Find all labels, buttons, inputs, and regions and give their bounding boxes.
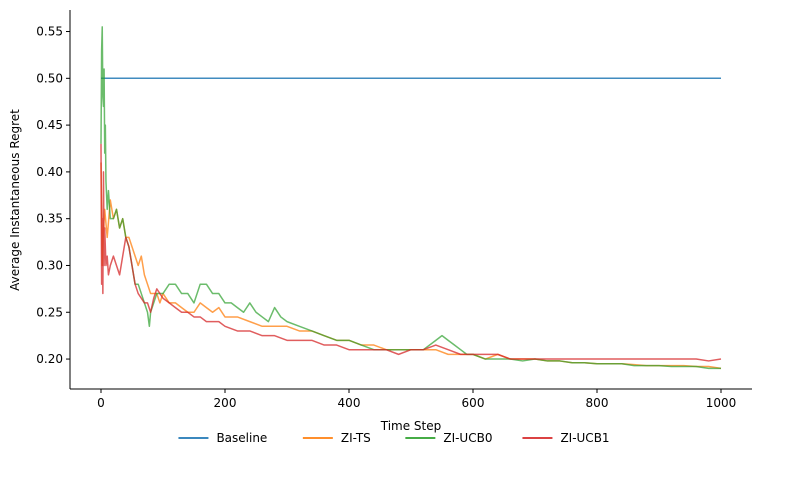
legend-label: ZI-UCB0	[443, 431, 492, 445]
y-tick-label: 0.40	[36, 165, 63, 179]
x-tick-label: 200	[214, 396, 237, 410]
y-tick-label: 0.25	[36, 305, 63, 319]
x-tick-label: 1000	[706, 396, 737, 410]
legend-label: ZI-UCB1	[560, 431, 609, 445]
x-tick-label: 400	[338, 396, 361, 410]
x-tick-label: 0	[97, 396, 105, 410]
x-tick-label: 600	[462, 396, 485, 410]
y-axis-label: Average Instantaneous Regret	[8, 109, 22, 291]
legend-label: ZI-TS	[341, 431, 371, 445]
series-line-zi-ts	[100, 162, 722, 370]
y-tick-label: 0.45	[36, 118, 63, 132]
legend-label: Baseline	[216, 431, 267, 445]
y-tick-label: 0.20	[36, 352, 63, 366]
y-tick-label: 0.35	[36, 212, 63, 226]
series-line-zi-ucb1	[100, 143, 722, 362]
series-line-zi-ucb0	[100, 26, 721, 370]
x-ticks: 0 200 400 600 800 1000	[97, 389, 736, 410]
y-tick-label: 0.50	[36, 71, 63, 85]
y-ticks: 0.20 0.25 0.30 0.35 0.40 0.45 0.50 0.55	[36, 25, 70, 366]
x-axis-label: Time Step	[380, 419, 442, 433]
series-layer	[100, 26, 722, 370]
y-tick-label: 0.55	[36, 25, 63, 39]
y-tick-label: 0.30	[36, 258, 63, 272]
legend: Baseline ZI-TS ZI-UCB0 ZI-UCB1	[178, 431, 610, 445]
x-tick-label: 800	[586, 396, 609, 410]
